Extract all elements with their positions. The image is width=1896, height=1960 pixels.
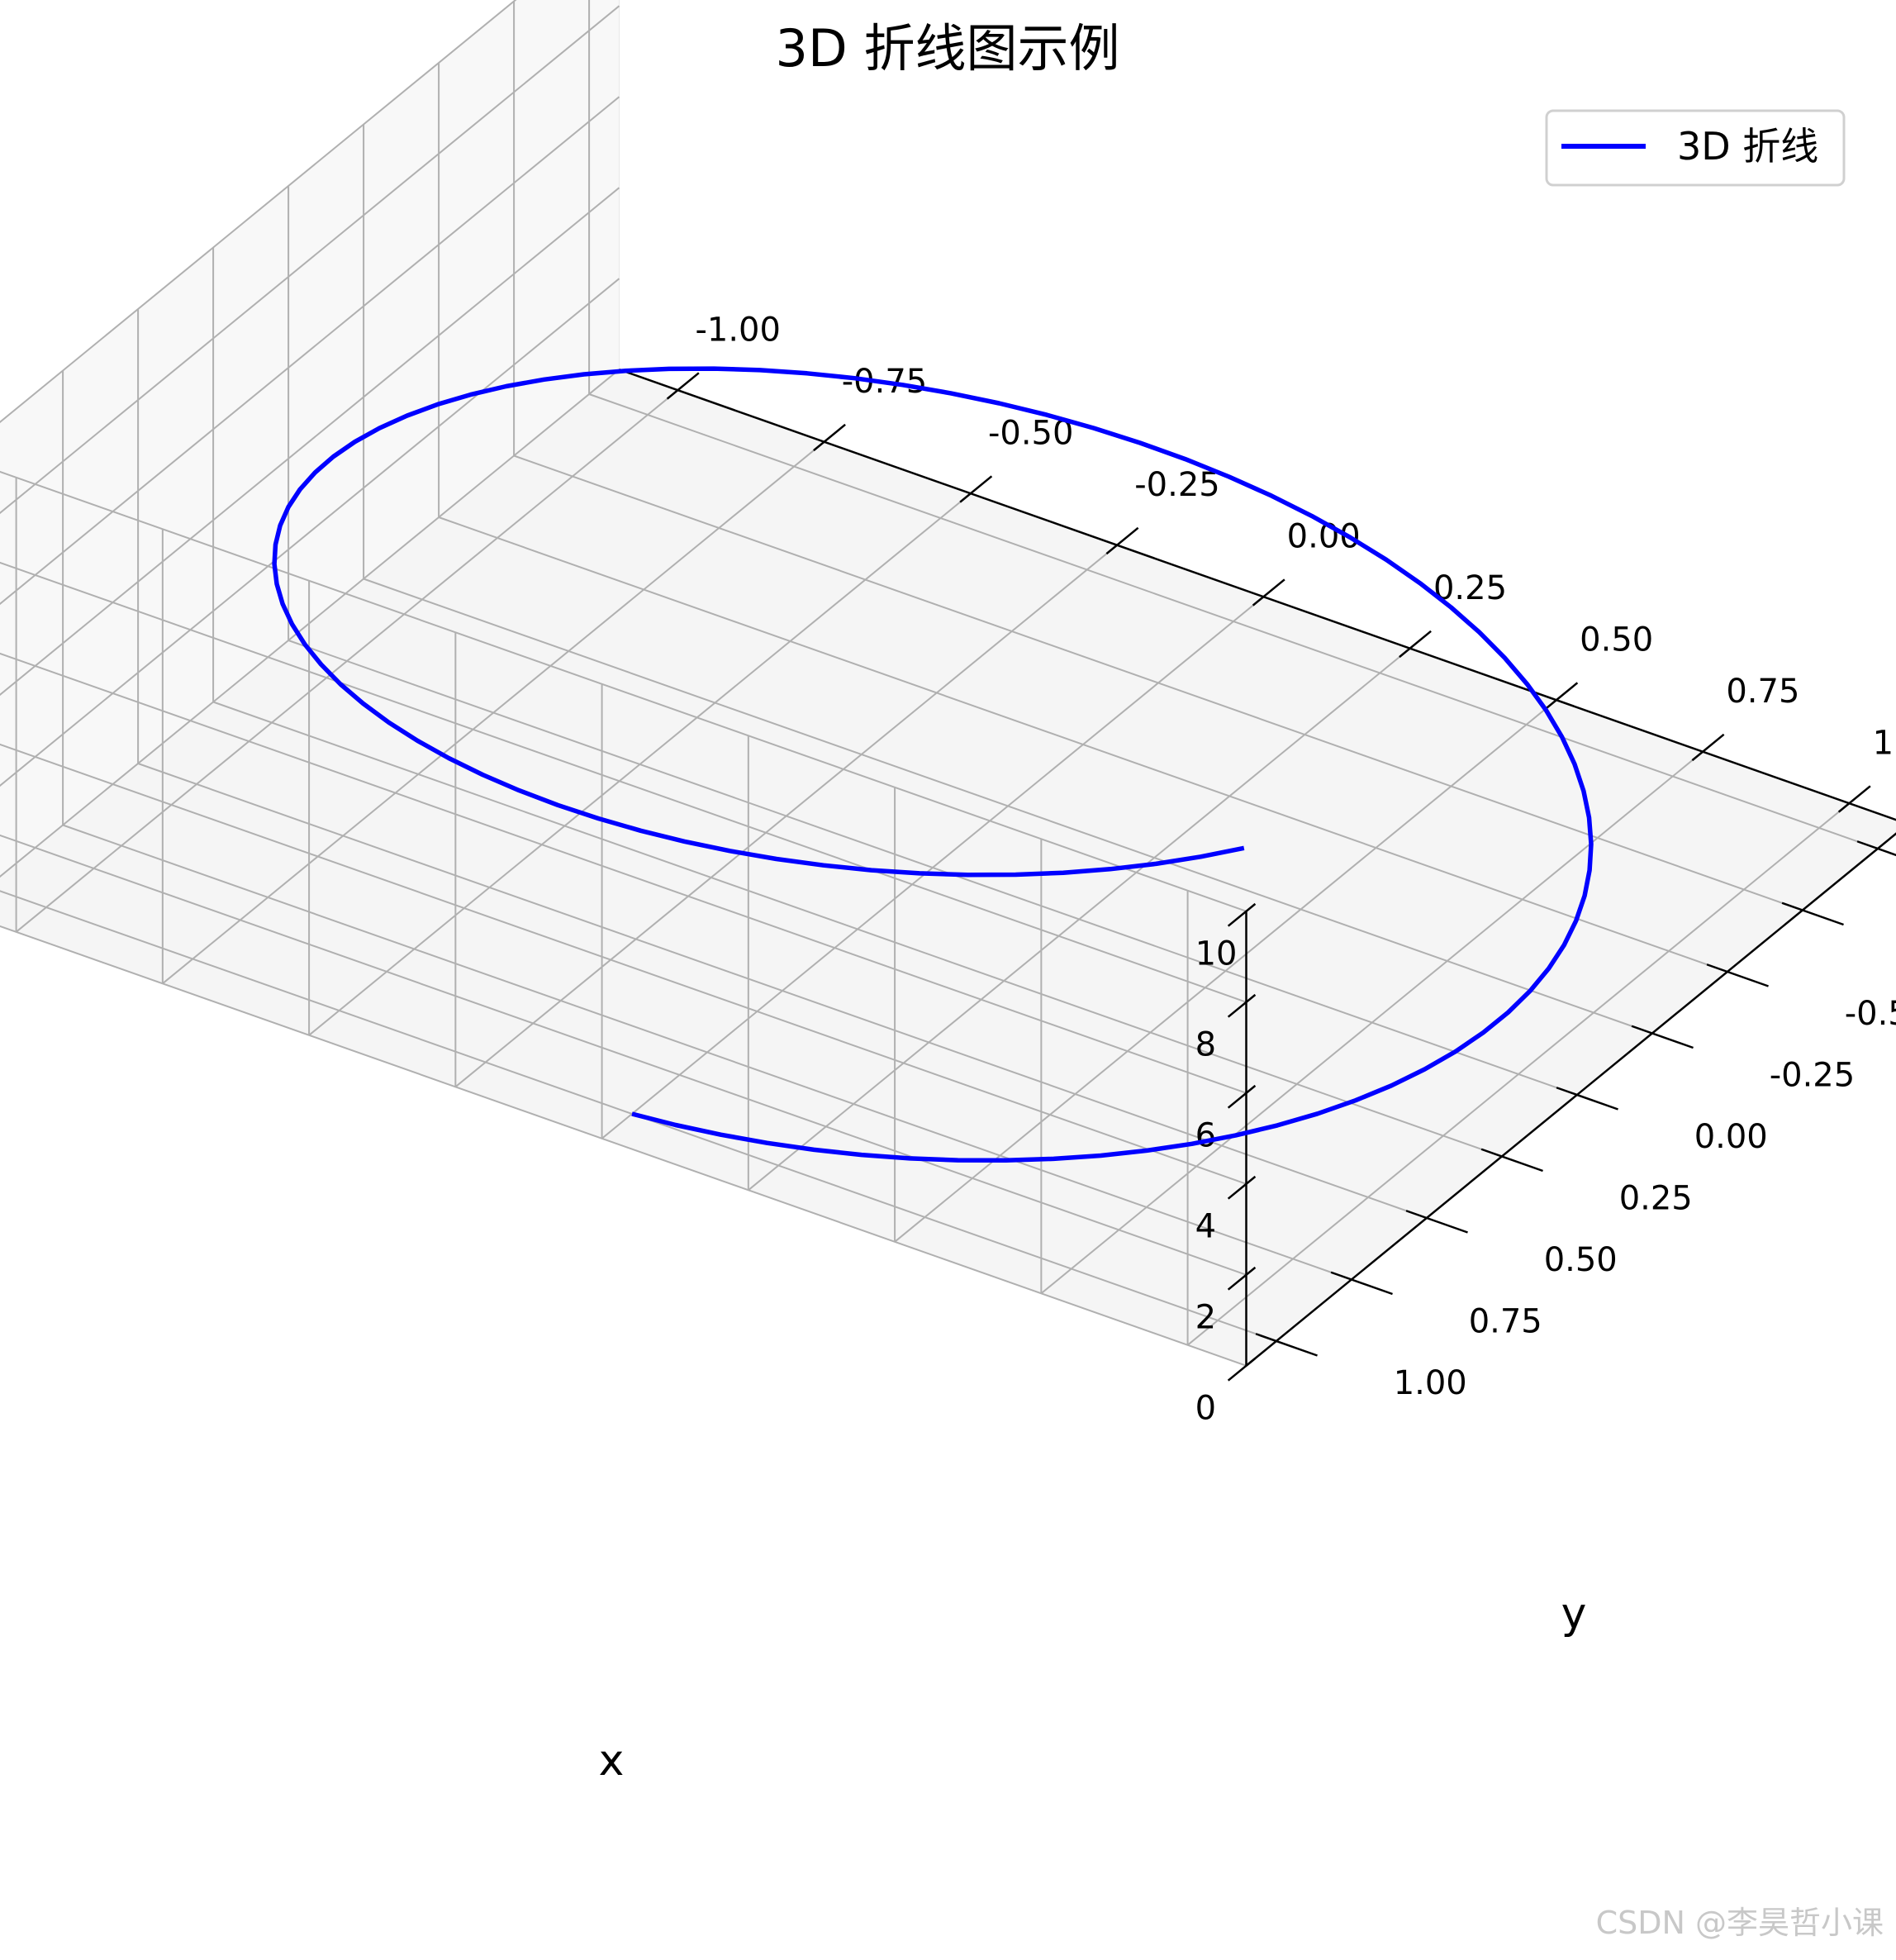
z-tick-mark	[1227, 993, 1257, 1018]
y-tick-mark	[1556, 1087, 1618, 1111]
z-tick-mark	[1227, 1266, 1257, 1291]
grid-line-z-side	[0, 278, 620, 787]
grid-line-z-back	[0, 561, 1247, 1003]
z-tick-mark	[1227, 902, 1257, 927]
z-tick-label: 6	[1195, 1117, 1216, 1155]
y-tick-mark	[1330, 1271, 1393, 1296]
chart-series	[272, 366, 1594, 1163]
z-tick-label: 4	[1195, 1208, 1216, 1246]
z-tick-label: 8	[1195, 1026, 1216, 1064]
y-tick-label: -0.25	[1770, 1057, 1856, 1095]
chart-title: 3D 折线图示例	[776, 18, 1120, 78]
y-tick-mark	[1480, 1148, 1543, 1173]
grid-line-z-side	[0, 369, 620, 878]
y-tick-mark	[1706, 963, 1769, 987]
x-tick-label: 0.50	[1580, 621, 1653, 659]
grid-line-z-back	[0, 652, 1247, 1094]
grid-line-z-side	[0, 0, 517, 424]
grid-line-y-floor	[287, 640, 1578, 1096]
y-tick-mark	[1631, 1025, 1694, 1049]
grid-line-y-floor	[588, 393, 1879, 849]
x-tick-label: -1.00	[695, 312, 781, 350]
grid-line-z-back	[0, 743, 1247, 1185]
y-tick-mark	[1405, 1210, 1468, 1234]
grid-line-y-floor	[363, 578, 1653, 1035]
x-tick-mark	[666, 372, 700, 400]
x-tick-label: 0.75	[1726, 673, 1799, 711]
y-tick-mark	[1255, 1333, 1318, 1357]
grid-line-z-back	[0, 925, 1247, 1367]
x-tick-mark	[1399, 630, 1432, 659]
x-tick-label: -0.25	[1134, 466, 1220, 504]
legend-box	[1545, 109, 1846, 187]
z-tick-mark	[1227, 1175, 1257, 1200]
grid-line-z-back	[0, 834, 1247, 1276]
x-axis-label: x	[599, 1736, 625, 1786]
z-tick-mark	[1227, 1084, 1257, 1109]
z-tick-label: 10	[1195, 935, 1238, 973]
y-tick-label: 0.25	[1619, 1180, 1693, 1218]
watermark: CSDN @李昊哲小课	[1596, 1905, 1884, 1941]
y-tick-mark	[1781, 902, 1844, 926]
legend: 3D 折线	[1545, 109, 1846, 187]
chart-grid	[0, 0, 1879, 1367]
x-tick-mark	[959, 475, 993, 503]
z-tick-label: 0	[1195, 1390, 1216, 1428]
grid-line-z-side	[0, 96, 620, 606]
y-tick-label: 0.50	[1544, 1241, 1618, 1279]
x-tick-label: -0.50	[988, 415, 1074, 453]
legend-label: 3D 折线	[1677, 124, 1818, 169]
y-tick-label: 0.75	[1469, 1303, 1542, 1341]
y-tick-label: 0.00	[1694, 1118, 1768, 1156]
grid-line-y-floor	[513, 454, 1803, 911]
x-tick-mark	[1105, 526, 1139, 555]
z-tick-label: 2	[1195, 1299, 1216, 1337]
y-axis-label: y	[1561, 1589, 1587, 1639]
grid-line-z-side	[0, 5, 620, 515]
x-tick-mark	[1837, 785, 1871, 813]
grid-line-y-floor	[212, 701, 1503, 1158]
x-tick-mark	[813, 423, 846, 452]
grid-line-y-floor	[62, 824, 1352, 1281]
x-tick-mark	[1691, 733, 1725, 762]
x-tick-mark	[1545, 682, 1579, 710]
x-tick-label: 1.00	[1873, 725, 1896, 763]
chart-ticks: -1.00-0.75-0.50-0.250.000.250.500.751.00…	[666, 312, 1896, 1428]
y-tick-label: 1.00	[1394, 1364, 1467, 1402]
grid-line-z-side	[0, 187, 620, 697]
z-tick-mark	[1227, 1357, 1257, 1382]
grid-line-y-floor	[438, 516, 1728, 973]
x-tick-mark	[1252, 578, 1285, 607]
series-line	[272, 366, 1594, 1163]
y-tick-label: -0.50	[1845, 995, 1896, 1033]
y-tick-mark	[1856, 840, 1896, 857]
grid-line-z-back	[0, 470, 1247, 912]
